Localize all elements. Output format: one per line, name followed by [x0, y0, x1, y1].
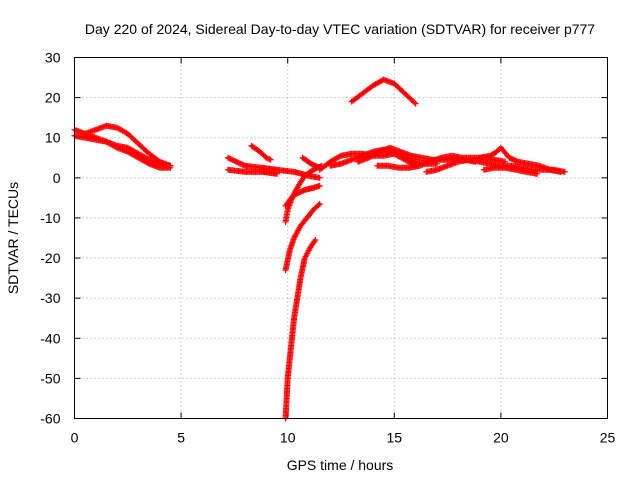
data-point: [236, 160, 243, 167]
y-axis-label: SDTVAR / TECUs: [5, 182, 21, 294]
data-point: [228, 156, 235, 163]
series-arc-17: [476, 144, 564, 175]
data-point: [316, 200, 323, 207]
data-point: [412, 100, 419, 107]
data-point: [144, 160, 151, 167]
data-point: [230, 157, 237, 164]
data-point: [312, 237, 319, 244]
y-tick-label: -20: [40, 250, 60, 266]
y-tick-label: -60: [40, 411, 60, 427]
data-point: [557, 168, 564, 175]
data-point: [336, 153, 343, 160]
series-arc-5: [225, 166, 281, 177]
data-point: [316, 174, 323, 181]
grid: [74, 57, 608, 419]
data-point: [316, 182, 323, 189]
plot-frame: [74, 57, 608, 419]
x-tick-label: 10: [280, 430, 296, 446]
data-point: [240, 162, 247, 169]
data-point: [232, 158, 239, 165]
series-arc-18: [480, 164, 541, 177]
data-point: [112, 143, 119, 150]
data-point: [274, 170, 281, 177]
data-point: [225, 154, 232, 161]
data-point: [267, 156, 274, 163]
chart-title: Day 220 of 2024, Sidereal Day-to-day VTE…: [85, 21, 595, 37]
y-tick-label: 30: [45, 50, 61, 66]
x-tick-label: 5: [177, 430, 185, 446]
data-point: [534, 170, 541, 177]
x-axis-label: GPS time / hours: [287, 457, 394, 473]
y-tick-label: -30: [40, 290, 60, 306]
y-tick-label: 20: [45, 90, 61, 106]
series-arc-2: [71, 132, 174, 171]
data-point: [411, 99, 418, 106]
series-arc-6: [248, 142, 274, 163]
y-tick-label: -50: [40, 370, 60, 386]
x-tick-label: 0: [71, 430, 79, 446]
data-point: [167, 162, 174, 169]
y-tick-label: 10: [45, 130, 61, 146]
series-arc-19: [348, 76, 419, 107]
data-point: [235, 159, 242, 166]
x-tick-label: 25: [600, 430, 616, 446]
x-tick-label: 15: [387, 430, 403, 446]
y-tick-label: -10: [40, 210, 60, 226]
y-tick-label: 0: [53, 170, 61, 186]
data-point: [227, 156, 234, 163]
data-point: [375, 149, 382, 156]
x-axis-ticks: 0 5 10 15 20 25: [71, 57, 616, 446]
x-tick-label: 20: [493, 430, 509, 446]
series-arc-16: [423, 156, 568, 175]
series-arc-7: [282, 237, 319, 422]
y-tick-label: -40: [40, 330, 60, 346]
data-points: [71, 76, 568, 422]
data-point: [231, 157, 238, 164]
data-point: [234, 159, 241, 166]
series-arc-3: [82, 122, 174, 169]
data-point: [238, 160, 245, 167]
data-point: [315, 202, 322, 209]
data-point: [226, 155, 233, 162]
data-point: [239, 161, 246, 168]
y-axis-ticks: -60 -50 -40 -30 -20 -10 0 10 20 30: [40, 50, 608, 427]
series-arc-8: [282, 200, 323, 274]
